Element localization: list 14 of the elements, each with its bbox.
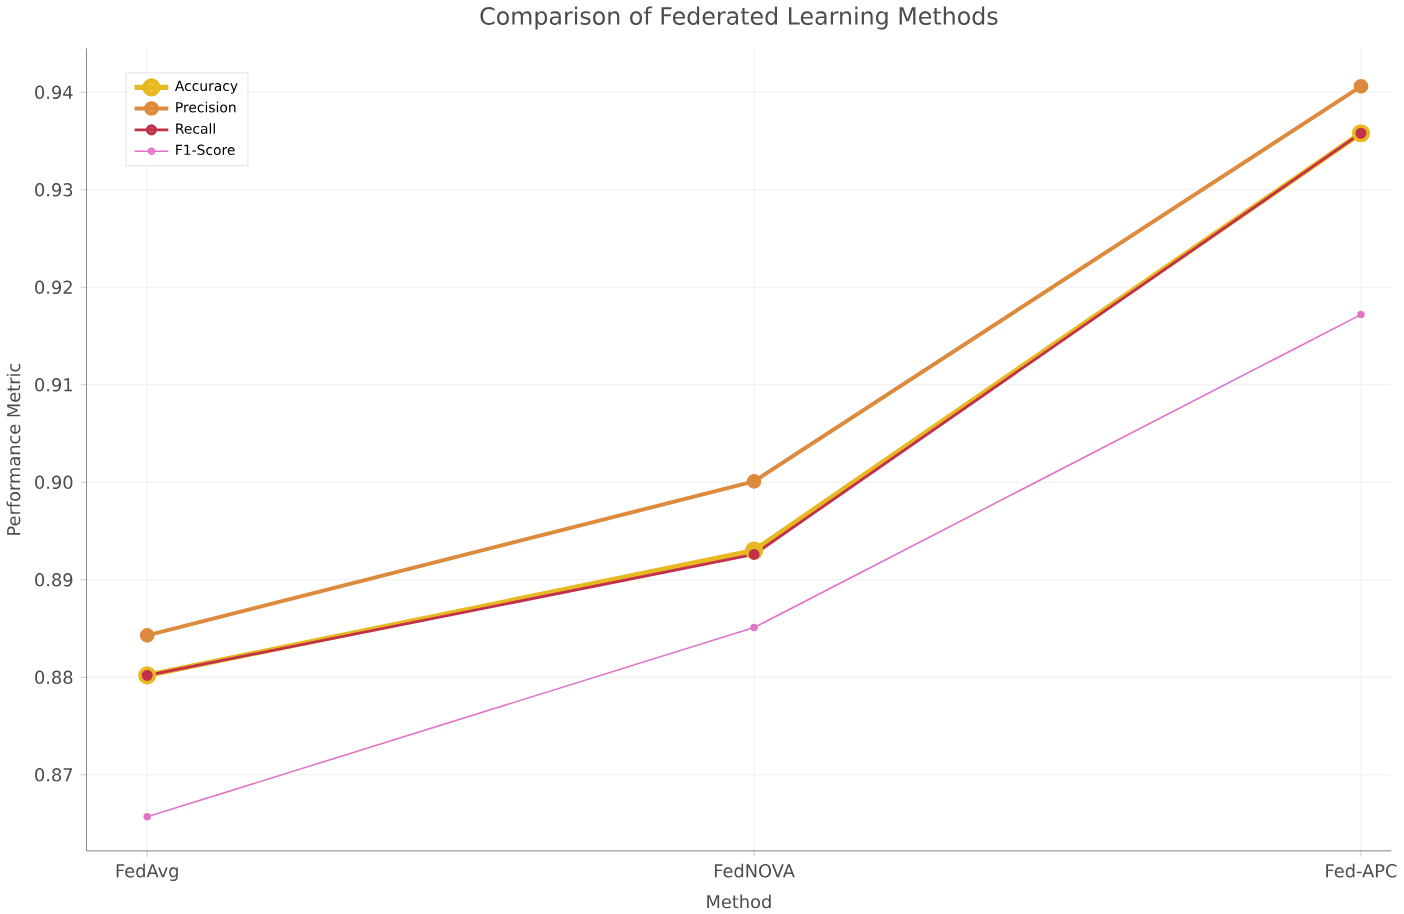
x-tick-label: Fed-APC: [1326, 863, 1397, 878]
y-tick-label: 0.93: [35, 182, 73, 197]
y-tick-label: 0.91: [35, 377, 72, 392]
y-tick-label: 0.94: [35, 85, 73, 99]
y-axis-title: Performance Metric: [6, 363, 21, 535]
y-tick-label: 0.87: [35, 767, 73, 782]
x-tick-label: FedAvg: [116, 863, 178, 881]
x-axis-title: Method: [707, 894, 771, 908]
chart-title: Comparison of Federated Learning Methods: [480, 6, 998, 30]
x-tick-label: FedNOVA: [714, 863, 795, 878]
y-tick-label: 0.90: [35, 475, 73, 489]
y-tick-label: 0.89: [35, 572, 73, 587]
y-tick-label: 0.92: [35, 280, 72, 294]
y-tick-label: 0.88: [35, 670, 73, 684]
